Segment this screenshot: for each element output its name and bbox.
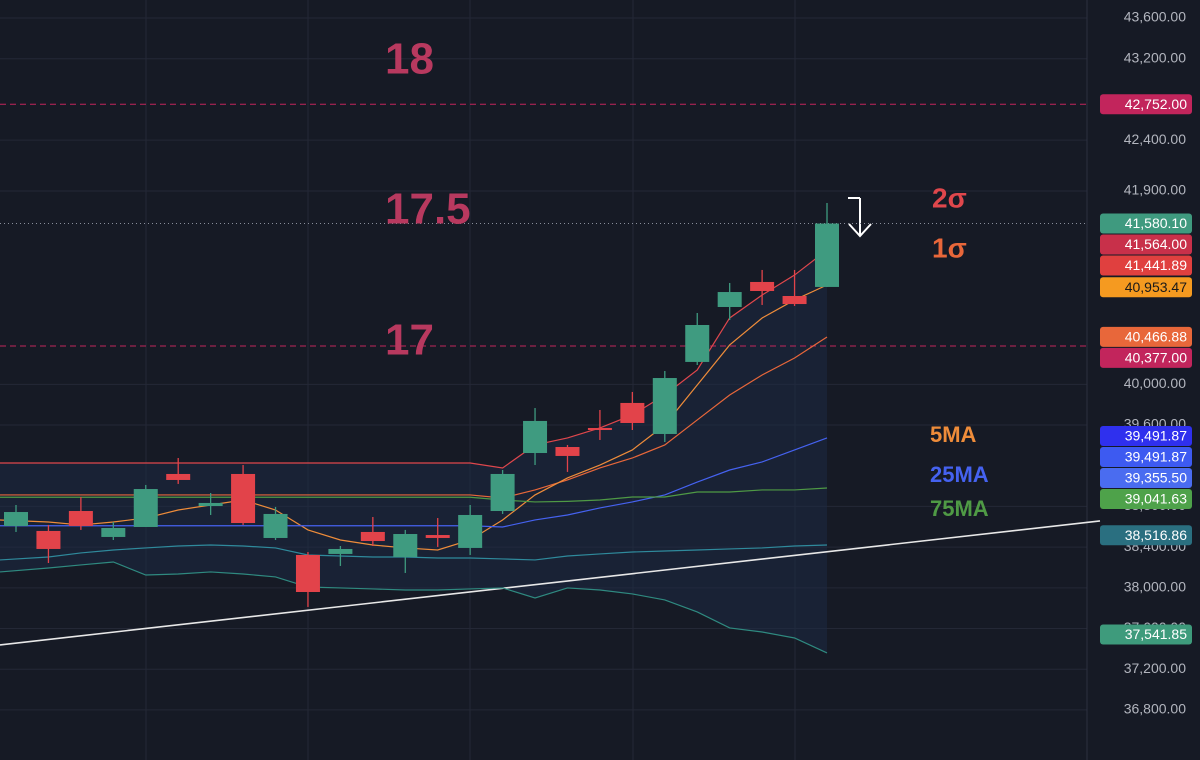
price-tag <box>1100 489 1192 510</box>
price-tag <box>1100 94 1192 115</box>
candle-body <box>360 531 385 542</box>
y-tick-label: 43,200.00 <box>1124 49 1186 65</box>
down-arrow <box>848 197 872 238</box>
indicator-line <box>0 249 828 469</box>
price-tag <box>1100 213 1192 234</box>
price-tag-label: 41,441.89 <box>1125 257 1187 273</box>
candle-body <box>425 535 450 538</box>
candle-body <box>295 554 320 593</box>
candle-body <box>587 427 612 431</box>
price-tag <box>1100 426 1192 447</box>
price-tag-label: 39,041.63 <box>1125 491 1187 507</box>
trendline <box>0 520 1101 646</box>
price-tag-label: 37,541.85 <box>1125 626 1187 642</box>
series-label: 2σ <box>932 182 967 213</box>
candle-body <box>101 528 126 537</box>
y-tick-label: 38,000.00 <box>1124 579 1186 595</box>
indicator-line <box>0 544 828 561</box>
candle-body <box>555 447 580 456</box>
candle-body <box>36 530 61 549</box>
price-tag <box>1100 525 1192 546</box>
candle-body <box>393 534 418 558</box>
candle-body <box>166 473 191 480</box>
y-tick-label: 36,800.00 <box>1124 701 1186 717</box>
candle-body <box>198 502 223 507</box>
candle-body <box>231 473 256 524</box>
candle-body <box>782 296 807 305</box>
price-tag-label: 42,752.00 <box>1125 96 1187 112</box>
price-tag <box>1100 234 1192 255</box>
price-tag-label: 40,953.47 <box>1125 279 1187 295</box>
annotation: 17 <box>385 316 434 365</box>
candle-body <box>133 489 158 527</box>
series-label: 5MA <box>930 422 977 447</box>
candle-body <box>490 473 515 512</box>
price-tag-label: 39,491.87 <box>1125 428 1187 444</box>
price-tag <box>1100 326 1192 347</box>
candle-body <box>652 378 677 434</box>
price-tag <box>1100 468 1192 489</box>
series-label: 1σ <box>932 232 967 263</box>
candle-body <box>523 420 548 454</box>
candle-body <box>750 281 775 292</box>
y-tick-label: 42,400.00 <box>1124 131 1186 147</box>
price-tag-label: 38,516.86 <box>1125 527 1187 543</box>
indicator-line <box>0 561 828 654</box>
price-tag <box>1100 255 1192 276</box>
y-tick-label: 41,900.00 <box>1124 182 1186 198</box>
candle-body <box>458 514 483 548</box>
price-tag-label: 39,491.87 <box>1125 449 1187 465</box>
price-tag <box>1100 347 1192 368</box>
price-tag-label: 41,580.10 <box>1125 215 1187 231</box>
candle-body <box>4 512 28 526</box>
price-tag-label: 39,355.50 <box>1125 470 1187 486</box>
series-label: 75MA <box>930 496 989 521</box>
candle-body <box>717 292 742 307</box>
price-tag <box>1100 624 1192 645</box>
candle-body <box>68 511 93 526</box>
price-tag-label: 40,377.00 <box>1125 350 1187 366</box>
price-tag <box>1100 277 1192 298</box>
candle-body <box>328 548 353 554</box>
annotation: 18 <box>385 35 434 84</box>
annotation: 17.5 <box>385 185 471 234</box>
price-tag <box>1100 447 1192 468</box>
candle-body <box>815 223 839 287</box>
candle-body <box>685 325 710 362</box>
y-tick-label: 43,600.00 <box>1124 9 1186 25</box>
series-label: 25MA <box>930 462 989 487</box>
y-tick-label: 37,200.00 <box>1124 660 1186 676</box>
candle-body <box>263 513 288 538</box>
price-tag-label: 41,564.00 <box>1125 236 1187 252</box>
y-tick-label: 40,000.00 <box>1124 375 1186 391</box>
price-tag-label: 40,466.88 <box>1125 329 1187 345</box>
candle-body <box>620 402 645 423</box>
